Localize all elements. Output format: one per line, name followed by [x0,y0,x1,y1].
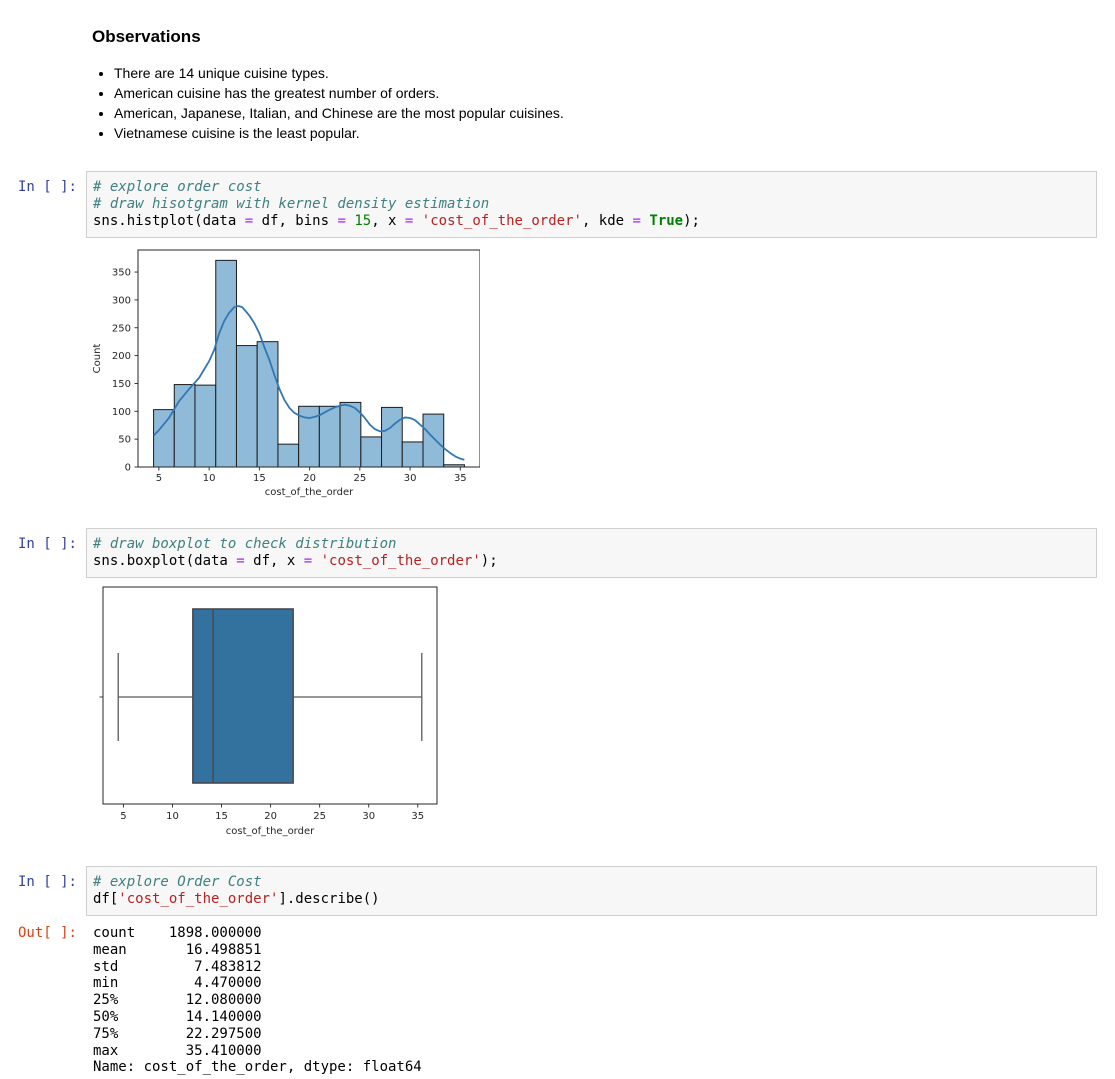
svg-text:20: 20 [303,473,316,484]
observation-item: American cuisine has the greatest number… [114,83,1115,103]
svg-text:25: 25 [353,473,366,484]
code-cell-boxplot: In [ ]: # draw boxplot to check distribu… [0,528,1097,578]
histogram-chart: 0 50 100 150 200 250 300 350 5 10 15 20 25 30 35 cost_o… [92,249,481,498]
svg-text:300: 300 [112,295,131,306]
describe-output-text: count 1898.000000 mean 16.498851 std 7.4… [93,925,422,1076]
code-input-describe[interactable]: # explore Order Cost df['cost_of_the_orde… [86,866,1097,916]
svg-text:250: 250 [112,323,131,334]
svg-text:0: 0 [125,463,131,474]
svg-text:cost_of_the_order: cost_of_the_order [265,487,354,498]
boxplot-figure-output: 5 10 15 20 25 30 35 cost_of_the_order [90,586,1115,845]
svg-text:350: 350 [112,268,131,279]
observation-item: Vietnamese cuisine is the least popular. [114,123,1115,143]
svg-text:10: 10 [166,811,179,822]
svg-text:150: 150 [112,379,131,390]
input-prompt: In [ ]: [17,179,77,195]
svg-text:25: 25 [313,811,326,822]
svg-text:35: 35 [411,811,424,822]
histogram-figure-output: 0 50 100 150 200 250 300 350 5 10 15 20 25 30 35 cost_o… [90,248,1115,505]
boxplot-chart: 5 10 15 20 25 30 35 cost_of_the_order [99,586,438,837]
svg-text:30: 30 [362,811,375,822]
input-prompt: In [ ]: [17,536,77,552]
markdown-cell-observations: Observations There are 14 unique cuisine… [92,27,1115,143]
input-prompt: In [ ]: [17,874,77,890]
code-input-histplot[interactable]: # explore order cost # draw hisotgram wit… [86,171,1097,238]
svg-text:100: 100 [112,407,131,418]
svg-text:20: 20 [264,811,277,822]
svg-text:200: 200 [112,351,131,362]
observations-heading: Observations [92,27,201,46]
svg-text:Count: Count [92,344,103,374]
svg-text:10: 10 [203,473,216,484]
code-cell-histplot: In [ ]: # explore order cost # draw hisot… [0,171,1097,238]
svg-text:cost_of_the_order: cost_of_the_order [226,826,315,837]
code-input-boxplot[interactable]: # draw boxplot to check distribution sns.… [86,528,1097,578]
svg-text:35: 35 [454,473,467,484]
code-editor-content[interactable]: # explore order cost # draw hisotgram wit… [93,179,700,229]
observation-item: American, Japanese, Italian, and Chinese… [114,103,1115,123]
observation-item: There are 14 unique cuisine types. [114,63,1115,83]
observations-list: There are 14 unique cuisine types.Americ… [114,63,1115,143]
svg-text:5: 5 [156,473,162,484]
code-editor-content[interactable]: # explore Order Cost df['cost_of_the_orde… [93,874,380,907]
svg-text:15: 15 [253,473,266,484]
code-cell-describe: In [ ]: # explore Order Cost df['cost_of_… [0,866,1097,916]
svg-text:5: 5 [120,811,126,822]
svg-text:30: 30 [404,473,417,484]
code-editor-content[interactable]: # draw boxplot to check distribution sns.… [93,536,498,569]
output-prompt: Out[ ]: [17,925,77,941]
output-cell-describe: Out[ ]: count 1898.000000 mean 16.498851… [0,924,1097,1076]
svg-text:50: 50 [118,435,131,446]
svg-text:15: 15 [215,811,228,822]
